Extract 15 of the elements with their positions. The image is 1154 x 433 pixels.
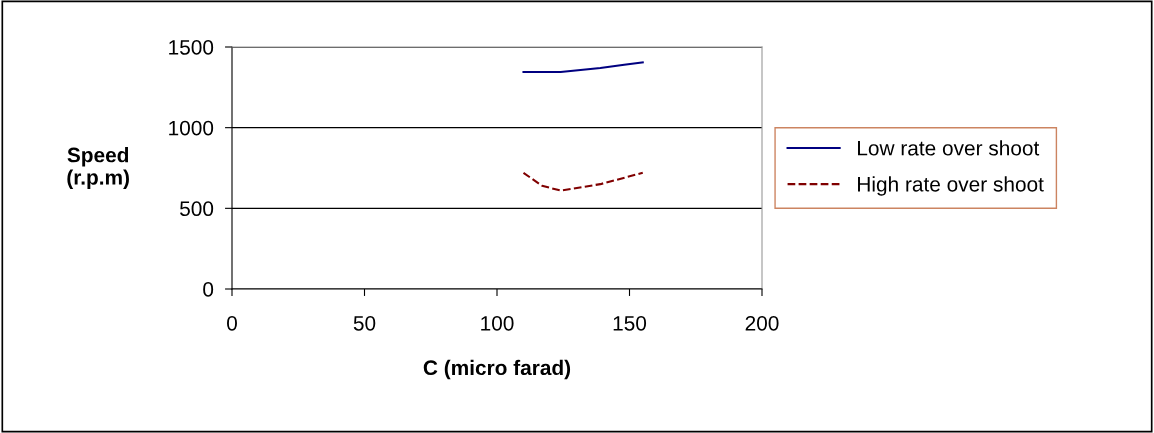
x-tick-label: 150 <box>613 315 647 331</box>
legend-label: High rate over shoot <box>858 176 1044 196</box>
legend-label: Low rate over shoot <box>858 140 1040 156</box>
y-tick-label: 1500 <box>169 40 214 55</box>
x-tick-label: 0 <box>227 315 237 331</box>
y-tick-label: 0 <box>203 282 214 297</box>
y-tick-label: 500 <box>180 201 214 217</box>
line-series <box>522 171 644 192</box>
x-axis-title: C (micro farad) <box>423 359 571 380</box>
x-tick-label: 50 <box>353 315 376 331</box>
x-tick-label: 200 <box>745 315 779 331</box>
x-tick-label: 100 <box>481 315 514 331</box>
y-tick-label: 1000 <box>169 120 214 136</box>
line-series <box>522 61 644 74</box>
y-axis-title: Speed (r.p.m) <box>67 147 129 189</box>
